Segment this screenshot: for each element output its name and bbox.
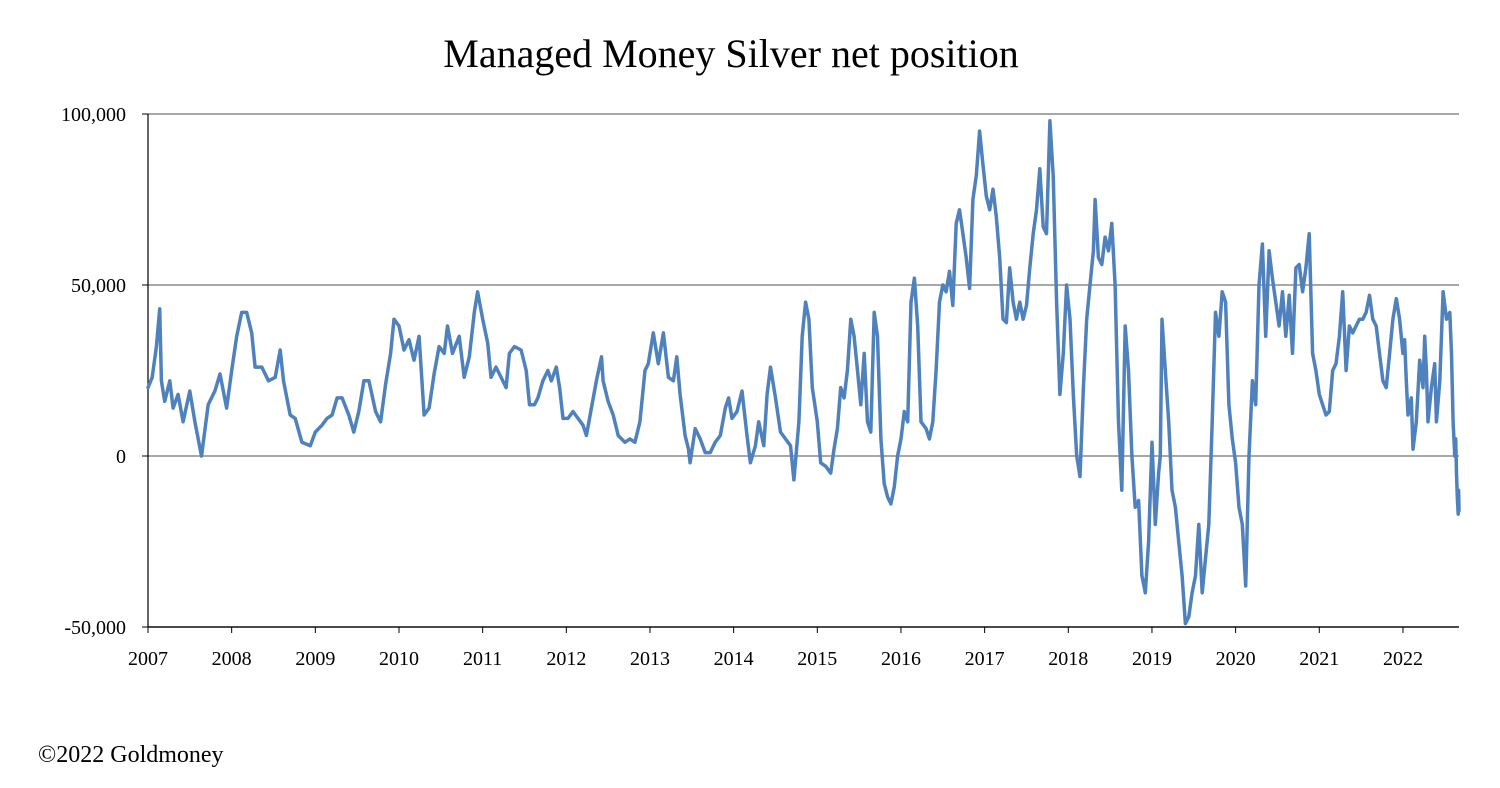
x-tick-label: 2022 [1383, 648, 1423, 670]
x-tick-label: 2020 [1216, 648, 1256, 670]
x-tick-label: 2008 [212, 648, 252, 670]
y-tick-label: 50,000 [71, 275, 126, 297]
series-line-net-position [146, 119, 1461, 626]
x-tick-label: 2013 [630, 648, 670, 670]
x-tick-label: 2021 [1299, 648, 1339, 670]
y-tick-label: 0 [116, 446, 126, 468]
x-tick-label: 2007 [128, 648, 168, 670]
x-tick-label: 2014 [714, 648, 754, 670]
chart-title: Managed Money Silver net position [443, 31, 1019, 76]
x-tick-label: 2010 [379, 648, 419, 670]
x-tick-label: 2011 [463, 648, 502, 670]
x-tick-label: 2019 [1132, 648, 1172, 670]
x-tick-label: 2018 [1048, 648, 1088, 670]
x-tick-label: 2012 [546, 648, 586, 670]
x-tick-label: 2016 [881, 648, 921, 670]
y-tick-label: 100,000 [61, 104, 126, 126]
copyright-note: ©2022 Goldmoney [38, 742, 224, 768]
x-tick-label: 2017 [965, 648, 1005, 670]
x-tick-label: 2009 [295, 648, 335, 670]
x-tick-label: 2015 [797, 648, 837, 670]
y-tick-label: -50,000 [64, 617, 126, 639]
